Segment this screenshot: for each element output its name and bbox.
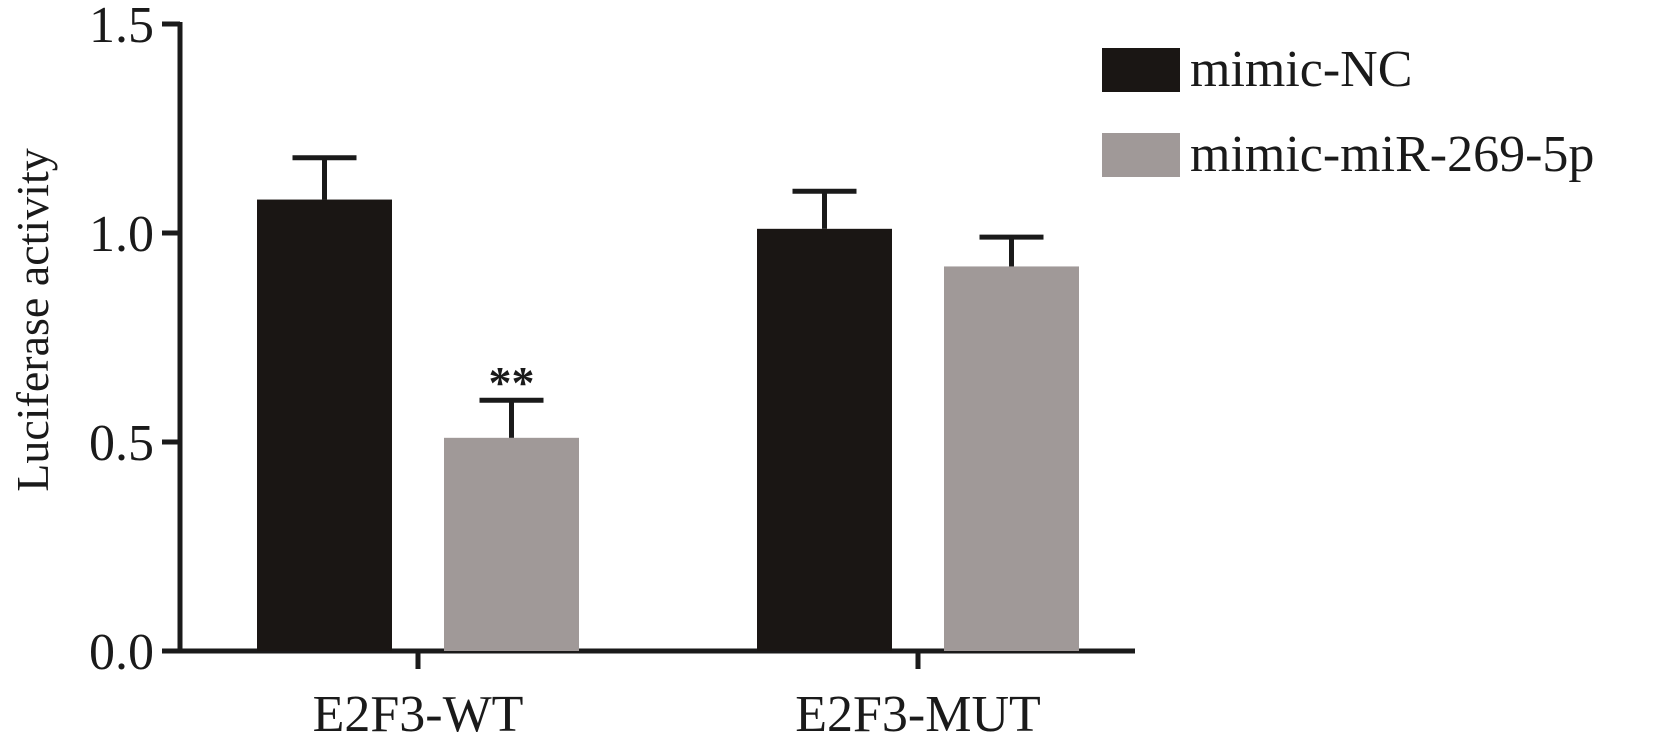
y-tick-label: 1.5 [89, 0, 154, 54]
axes: 0.0 0.5 1.0 1.5 E2F3-WT E2F3-MUT [89, 0, 1135, 743]
y-axis-label: Luciferase activity [7, 148, 58, 492]
bar [757, 228, 892, 651]
bar [257, 199, 392, 651]
legend-label: mimic-miR-269-5p [1190, 126, 1594, 183]
bar [444, 437, 579, 651]
bars: ** [257, 155, 1079, 651]
x-tick-label: E2F3-MUT [795, 686, 1041, 743]
y-tick-label: 0.0 [89, 624, 154, 681]
legend-swatch [1102, 48, 1180, 92]
y-tick-label: 0.5 [89, 415, 154, 472]
legend-label: mimic-NC [1190, 41, 1412, 98]
legend: mimic-NC mimic-miR-269-5p [1102, 41, 1594, 183]
bar [944, 266, 1079, 651]
legend-swatch [1102, 133, 1180, 177]
y-tick-label: 1.0 [89, 206, 154, 263]
significance-marker: ** [489, 357, 535, 408]
x-tick-label: E2F3-WT [313, 686, 524, 743]
